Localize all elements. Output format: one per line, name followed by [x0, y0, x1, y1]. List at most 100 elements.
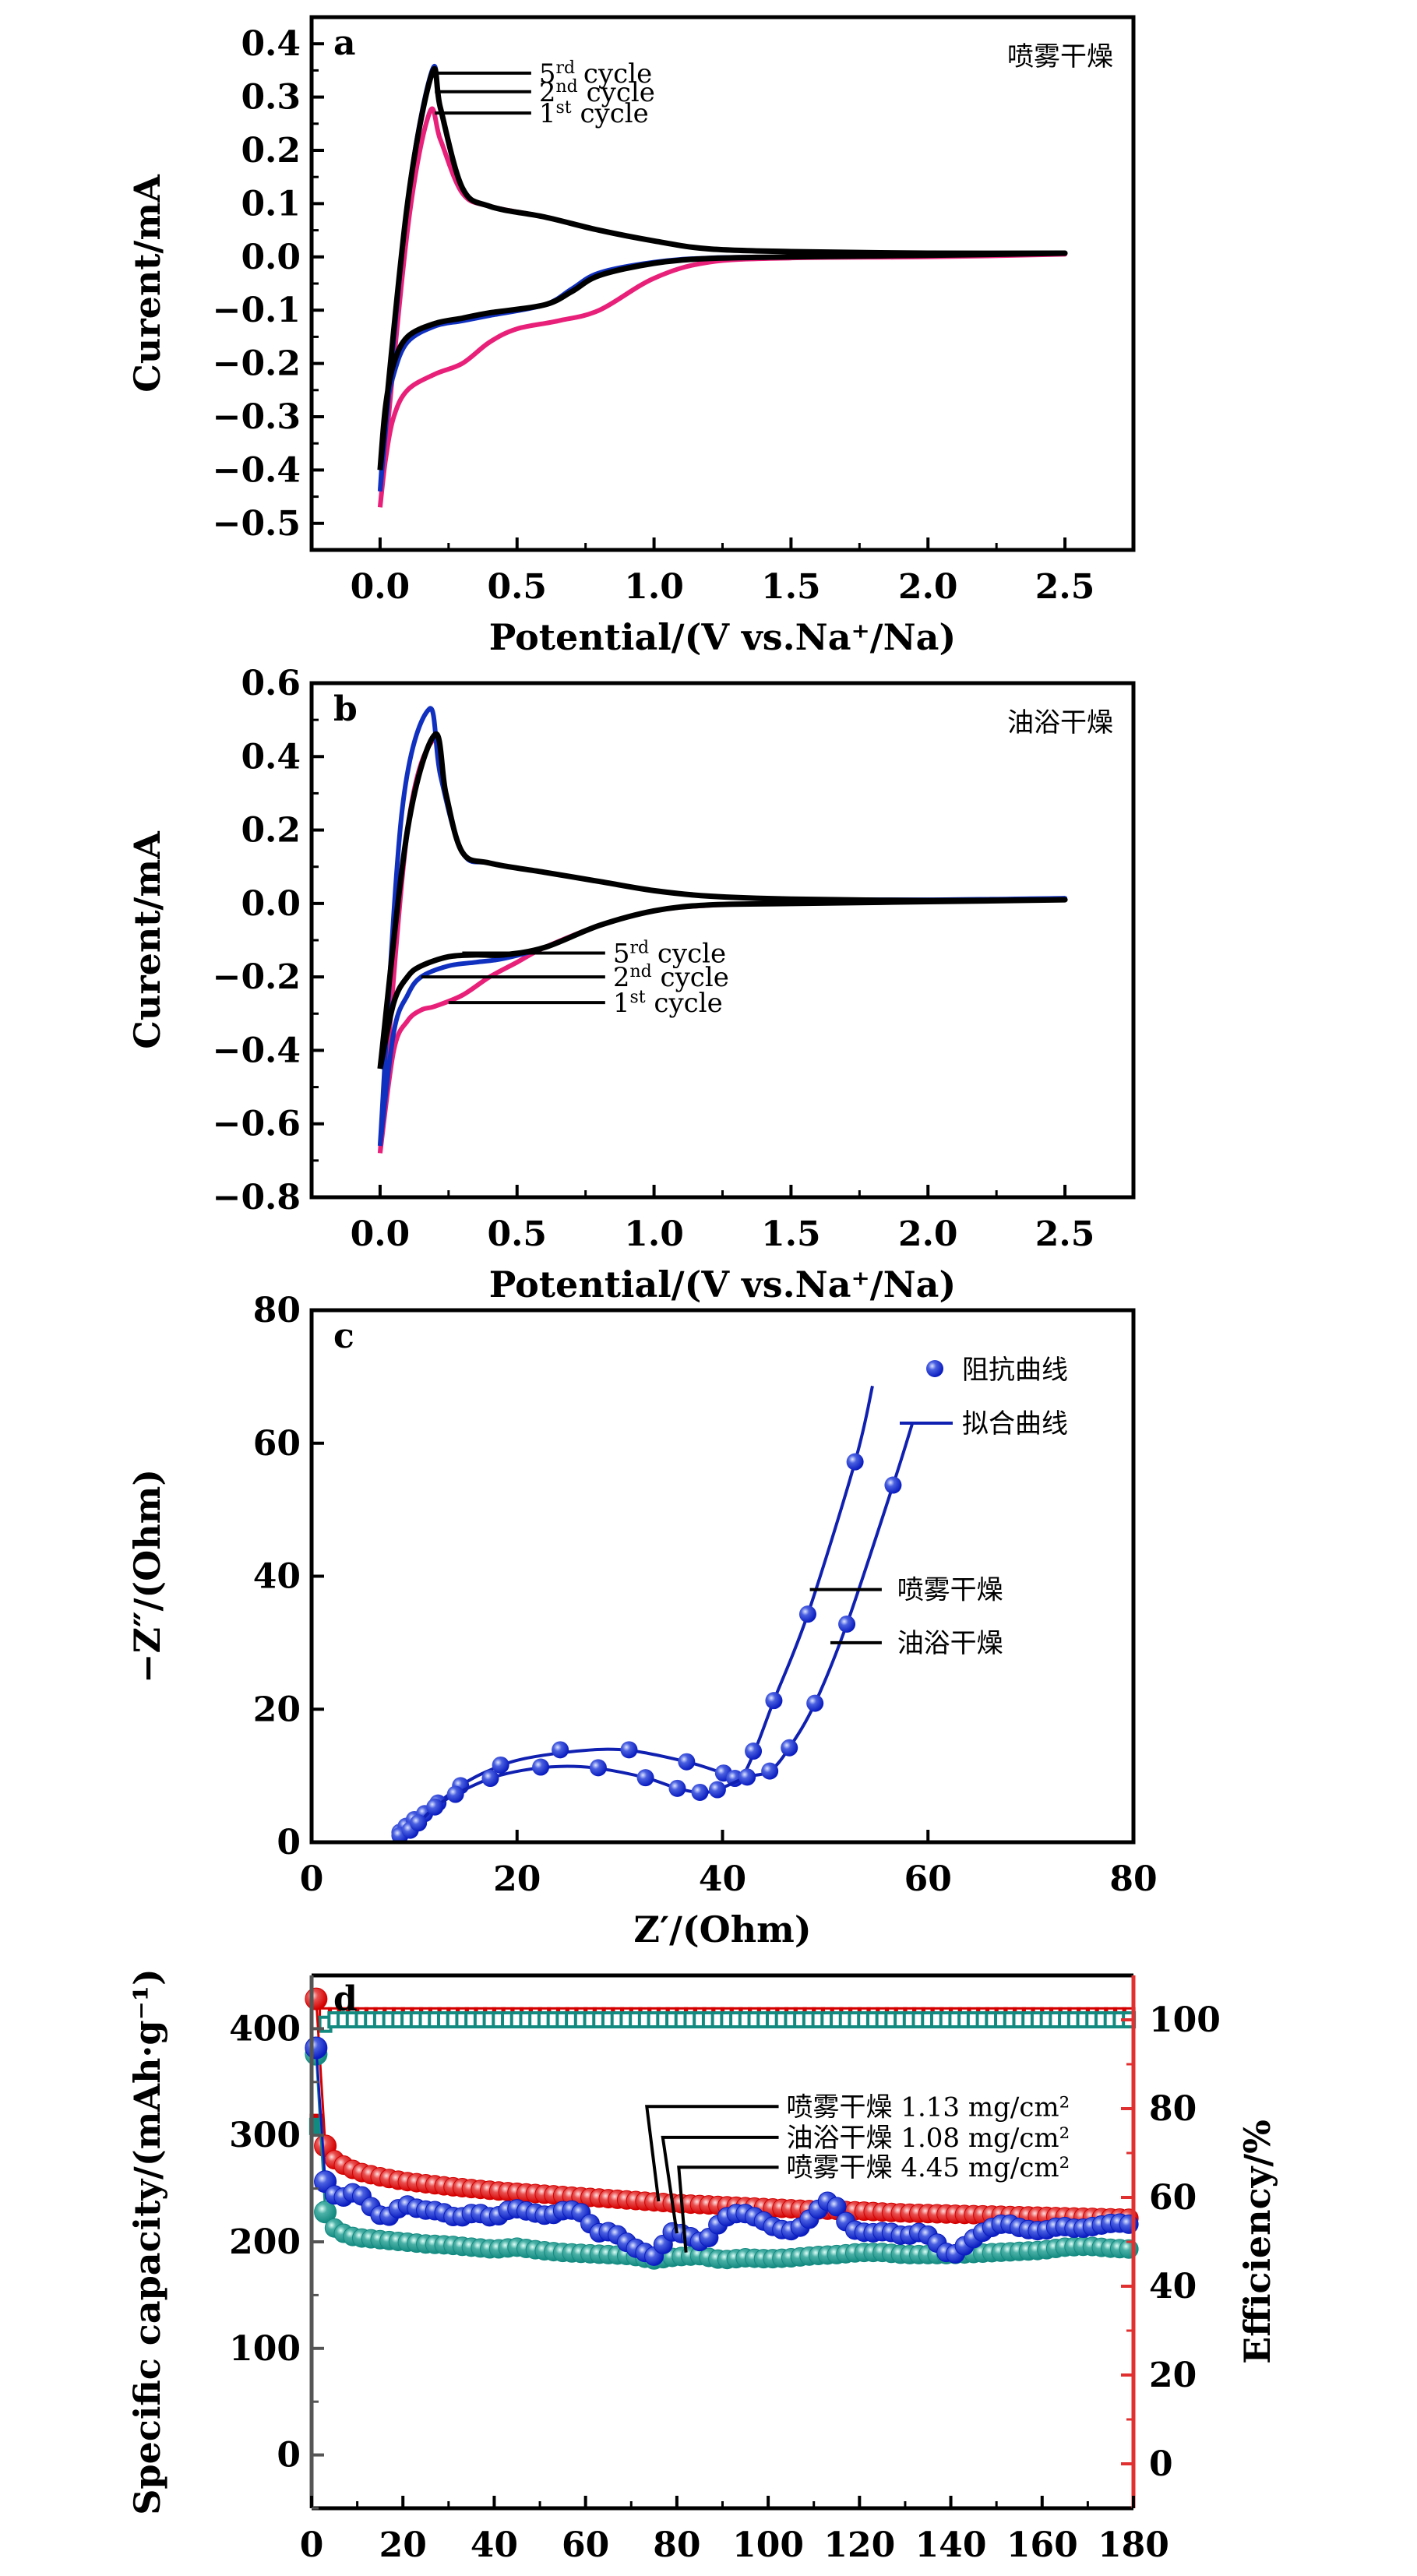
impedance-point [846, 1453, 864, 1471]
panel-letter: b [333, 689, 358, 729]
y-tick-label: 0 [277, 1823, 301, 1862]
panel-letter: d [333, 1979, 358, 2019]
x-tick-label: 0 [300, 1859, 324, 1899]
annotation-oil-bath-dried: 油浴干燥 [897, 1628, 1003, 1659]
impedance-point [426, 1798, 444, 1816]
cv-curve-2nd-cycle [377, 706, 1068, 1147]
impedance-point [781, 1739, 798, 1757]
x-tick-label: 40 [471, 2525, 518, 2565]
impedance-point [668, 1779, 686, 1797]
x-axis-label: Potential/(V vs.Na⁺/Na) [489, 616, 956, 658]
y2-tick-label: 100 [1149, 2000, 1221, 2040]
y-tick-label: −0.6 [213, 1105, 301, 1144]
x-tick-label: 160 [1006, 2525, 1078, 2565]
cv-curve-5th-cycle [377, 731, 1068, 1070]
legend-label: 2nd cycle [539, 77, 655, 108]
y-tick-label: −0.4 [213, 450, 301, 490]
y-tick-label: 300 [229, 2116, 301, 2155]
y2-tick-label: 80 [1149, 2089, 1197, 2129]
y-tick-label: 0.0 [241, 884, 301, 924]
x-tick-label: 2.0 [898, 1214, 958, 1254]
impedance-point [636, 1769, 654, 1787]
y-tick-label: −0.2 [213, 957, 301, 997]
legend-label-impedance: 阻抗曲线 [962, 1355, 1068, 1386]
panel-annotation: 喷雾干燥 [1007, 41, 1113, 72]
x-tick-label: 0 [300, 2525, 324, 2565]
y2-tick-label: 60 [1149, 2178, 1197, 2218]
plot-frame [309, 15, 1136, 552]
x-tick-label: 100 [732, 2525, 804, 2565]
x-tick-label: 20 [493, 1859, 541, 1899]
x-tick-label: 180 [1098, 2525, 1169, 2565]
y-tick-label: 40 [253, 1557, 301, 1597]
capacity-point [314, 2201, 337, 2224]
capacity-point [1119, 2214, 1139, 2234]
cv-curve-1st-cycle [377, 106, 1068, 508]
y-tick-label: 400 [229, 2009, 301, 2049]
y2-tick-label: 0 [1149, 2444, 1173, 2484]
annotation-spray-dried: 喷雾干燥 [897, 1575, 1003, 1606]
y-tick-label: 20 [253, 1690, 301, 1729]
x-tick-label: 120 [823, 2525, 895, 2565]
x-tick-label: 2.0 [898, 567, 958, 607]
x-tick-label: 1.0 [624, 567, 684, 607]
capacity-point [305, 2036, 328, 2060]
legend-marker-circle [926, 1360, 943, 1377]
legend-label: 油浴干燥 1.08 mg/cm² [787, 2123, 1070, 2154]
legend-label: 2nd cycle [613, 962, 729, 993]
x-tick-label: 20 [379, 2525, 427, 2565]
x-tick-label: 2.5 [1035, 1214, 1095, 1254]
x-tick-label: 80 [653, 2525, 700, 2565]
x-tick-label: 1.0 [624, 1214, 684, 1254]
legend-leader-line [677, 2165, 779, 2253]
fit-curve-oil [399, 1422, 915, 1838]
x-tick-label: 1.5 [761, 1214, 821, 1254]
impedance-point [761, 1762, 779, 1780]
y-tick-label: 200 [229, 2222, 301, 2262]
y-tick-label: 80 [253, 1291, 301, 1330]
impedance-point [678, 1753, 696, 1771]
y2-tick-label: 20 [1149, 2356, 1197, 2395]
y2-tick-label: 40 [1149, 2267, 1197, 2306]
cv-curve-5th-cycle [377, 65, 1068, 470]
legend-leader-line [661, 2135, 779, 2234]
impedance-point [620, 1741, 638, 1759]
panel-letter: a [333, 23, 356, 63]
y-tick-label: 100 [229, 2329, 301, 2369]
impedance-point [765, 1692, 783, 1710]
x-tick-label: 60 [562, 2525, 609, 2565]
x-tick-label: 40 [699, 1859, 746, 1899]
y-tick-label: 0.1 [241, 184, 301, 224]
y-tick-label: 0.3 [241, 78, 301, 118]
impedance-point [492, 1756, 509, 1774]
x-tick-label: 0.5 [487, 1214, 547, 1254]
cv-curve-2nd-cycle [377, 64, 1068, 492]
x-axis-label: Z′/(Ohm) [633, 1908, 811, 1951]
x-tick-label: 0.0 [351, 567, 411, 607]
panel-d-cycling: 0 20 40 60 80 100 120 140 160 180 0 100 200 300 400 0 20… [126, 1968, 1278, 2576]
impedance-point [691, 1783, 709, 1801]
x-tick-label: 140 [915, 2525, 987, 2565]
impedance-point [838, 1615, 856, 1633]
y-tick-label: 0.4 [241, 737, 301, 777]
y-tick-label: 0.0 [241, 238, 301, 277]
x-tick-label: 0.5 [487, 567, 547, 607]
panel-letter: c [333, 1316, 354, 1356]
y-tick-label: 0.2 [241, 811, 301, 851]
capacity-point [827, 2197, 847, 2217]
y-tick-label: −0.4 [213, 1031, 301, 1070]
impedance-point [446, 1785, 464, 1803]
y-tick-label: 0.4 [241, 24, 301, 64]
impedance-point [745, 1743, 763, 1760]
impedance-point [481, 1770, 499, 1788]
y-tick-label: 60 [253, 1424, 301, 1464]
x-tick-label: 2.5 [1035, 567, 1095, 607]
y2-axis-label: Efficiency/% [1236, 2120, 1278, 2364]
y-tick-label: −0.8 [213, 1178, 301, 1218]
y-tick-label: 0 [277, 2436, 301, 2476]
y-axis-label: Specific capacity/(mAh·g⁻¹) [126, 1968, 168, 2515]
legend-label: 喷雾干燥 1.13 mg/cm² [787, 2091, 1070, 2123]
y-tick-label: −0.2 [213, 344, 301, 384]
